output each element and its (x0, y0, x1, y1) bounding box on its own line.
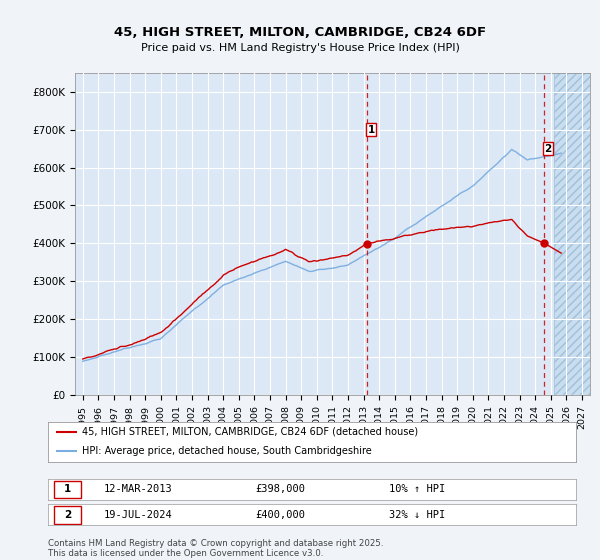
Text: 19-JUL-2024: 19-JUL-2024 (103, 510, 172, 520)
Text: 2: 2 (545, 143, 552, 153)
Text: 32% ↓ HPI: 32% ↓ HPI (389, 510, 446, 520)
Text: 2: 2 (64, 510, 71, 520)
Bar (554, 73, 590, 395)
Text: Contains HM Land Registry data © Crown copyright and database right 2025.
This d: Contains HM Land Registry data © Crown c… (48, 539, 383, 558)
Text: 12-MAR-2013: 12-MAR-2013 (103, 484, 172, 494)
Text: 45, HIGH STREET, MILTON, CAMBRIDGE, CB24 6DF (detached house): 45, HIGH STREET, MILTON, CAMBRIDGE, CB24… (82, 427, 418, 437)
FancyBboxPatch shape (55, 506, 81, 524)
Text: £398,000: £398,000 (256, 484, 305, 494)
Text: 45, HIGH STREET, MILTON, CAMBRIDGE, CB24 6DF: 45, HIGH STREET, MILTON, CAMBRIDGE, CB24… (114, 26, 486, 39)
FancyBboxPatch shape (55, 480, 81, 498)
Text: 1: 1 (368, 125, 375, 134)
Text: HPI: Average price, detached house, South Cambridgeshire: HPI: Average price, detached house, Sout… (82, 446, 372, 456)
Text: 1: 1 (64, 484, 71, 494)
Bar (554, 73, 590, 395)
Text: Price paid vs. HM Land Registry's House Price Index (HPI): Price paid vs. HM Land Registry's House … (140, 43, 460, 53)
Text: 10% ↑ HPI: 10% ↑ HPI (389, 484, 446, 494)
Text: £400,000: £400,000 (256, 510, 305, 520)
